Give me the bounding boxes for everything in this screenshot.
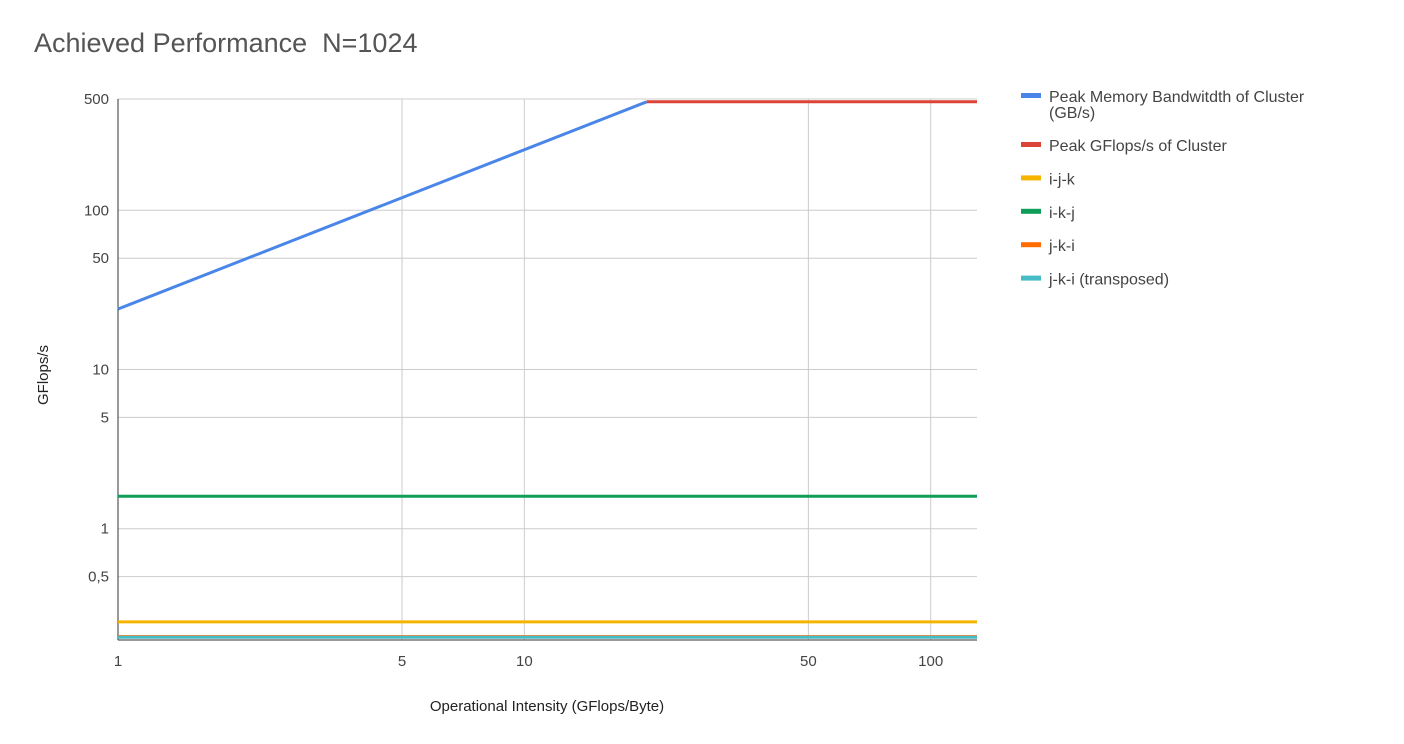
y-tick-label: 1 — [101, 521, 109, 538]
legend-label: i-j-k — [1049, 171, 1076, 188]
y-tick-label: 100 — [84, 202, 109, 219]
series-line-0 — [117, 100, 648, 311]
legend-swatch — [1021, 275, 1041, 281]
legend-swatch — [1021, 175, 1041, 181]
y-axis-title: GFlops/s — [35, 345, 52, 405]
x-tick-label: 10 — [516, 653, 533, 670]
legend-label: j-k-i (transposed) — [1048, 272, 1169, 289]
legend: Peak Memory Bandwitdth of Cluster(GB/s) P… — [1021, 89, 1305, 289]
legend-swatch — [1021, 242, 1041, 248]
x-tick-label: 5 — [398, 653, 406, 670]
legend-label: j-k-i — [1048, 238, 1075, 255]
x-tick-label: 1 — [114, 653, 122, 670]
x-axis-title: Operational Intensity (GFlops/Byte) — [430, 698, 664, 715]
y-tick-label: 0,5 — [88, 569, 109, 586]
legend-label: (GB/s) — [1049, 105, 1095, 122]
y-tick-label: 10 — [92, 362, 109, 379]
x-tick-label: 100 — [918, 653, 943, 670]
legend-label: Peak Memory Bandwitdth of Cluster — [1049, 89, 1305, 106]
legend-swatch — [1021, 93, 1041, 98]
grid — [117, 98, 977, 641]
y-tick-label: 50 — [92, 250, 109, 267]
y-tick-label: 5 — [101, 409, 109, 426]
chart-title: Achieved Performance N=1024 — [34, 28, 418, 58]
y-tick-label: 500 — [84, 91, 109, 108]
series-layer — [117, 100, 977, 639]
ticks: 0,5 1 5 10 50 100 500 1 5 10 50 100 — [84, 91, 943, 670]
legend-label: i-k-j — [1049, 205, 1075, 222]
legend-swatch — [1021, 142, 1041, 147]
x-tick-label: 50 — [800, 653, 817, 670]
legend-swatch — [1021, 208, 1041, 214]
legend-label: Peak GFlops/s of Cluster — [1049, 138, 1228, 155]
